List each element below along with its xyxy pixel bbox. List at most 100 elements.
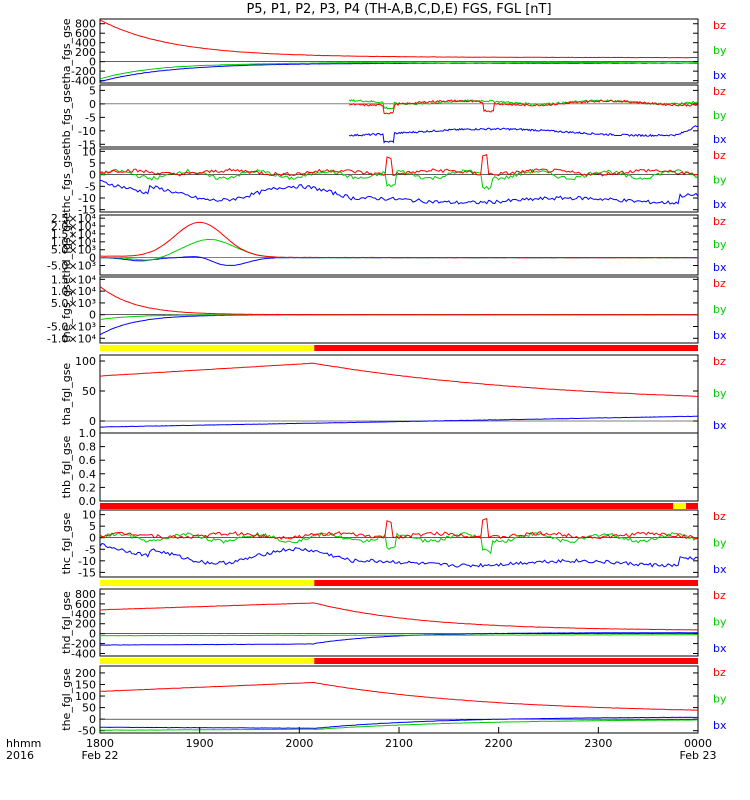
y-tick-label: 0: [89, 56, 96, 69]
series-line-bz: [99, 681, 698, 711]
y-tick-label: 0.4: [79, 468, 97, 481]
y-tick-label: 1.5×10⁴: [51, 228, 97, 241]
x-axis: 1800 1900 2000 2100 2200 2300 0000 Feb 22 Feb 23…: [6, 727, 716, 762]
y-tick-label: 0.0: [79, 495, 97, 508]
y-tick-label: -15: [78, 204, 96, 217]
flag-bar-red: [314, 580, 698, 586]
panel-frame: [99, 214, 699, 276]
series-line-bx: [99, 542, 699, 568]
y-tick-label: -10: [78, 555, 96, 568]
legend-bz: bz: [713, 215, 726, 228]
y-tick-label: -10: [78, 192, 96, 205]
x-tick-label: 0000: [684, 737, 712, 750]
y-tick-label: 400: [75, 608, 96, 621]
legend-by: by: [713, 109, 727, 122]
y-tick-label: 200: [75, 667, 96, 680]
series-line-bz: [99, 602, 699, 631]
flag-bar-red: [314, 658, 698, 664]
y-tick-label: 0.2: [79, 481, 97, 494]
y-tick-label: 0.8: [79, 441, 97, 454]
y-tick-label: 10: [82, 145, 96, 158]
y-tick-label: 200: [75, 618, 96, 631]
legend-bz: bz: [713, 277, 726, 290]
legend-bz: bz: [713, 666, 726, 679]
flag-bar-yellow: [673, 503, 687, 509]
chart-panel-thd_fgs_gse: -5.0×10³05.0×10³1.0×10⁴1.5×10⁴2.0×10⁴2.5…: [47, 212, 727, 278]
y-tick-label: 400: [75, 37, 96, 50]
legend-bx: bx: [713, 329, 727, 342]
legend-bx: bx: [713, 133, 727, 146]
y-tick-label: 1.5×10⁴: [51, 273, 97, 286]
y-axis-label: thd_fgs_gse: [60, 212, 73, 278]
x-date-start: Feb 22: [82, 749, 119, 762]
legend-by: by: [713, 387, 727, 400]
y-tick-label: -5: [85, 543, 96, 556]
flag-bar-yellow: [100, 658, 315, 664]
series-line-bx: [99, 415, 699, 428]
y-tick-label: -400: [71, 648, 96, 661]
y-tick-label: 0: [89, 713, 96, 726]
series-line-bx: [99, 314, 698, 336]
legend-bz: bz: [713, 355, 726, 368]
y-axis-label: thd_fgl_gse: [60, 591, 73, 654]
series-line-bx: [348, 125, 699, 144]
legend-by: by: [713, 303, 727, 316]
x-tick-label: 1800: [86, 737, 114, 750]
y-tick-label: 0: [89, 415, 96, 428]
series-line-by: [99, 61, 698, 80]
y-tick-label: 0: [89, 252, 96, 265]
y-tick-label: 800: [75, 18, 96, 31]
y-tick-label: -10: [78, 125, 96, 138]
y-tick-label: 5: [89, 520, 96, 533]
y-tick-label: -5.0×10³: [47, 321, 96, 334]
series-line-bz: [99, 154, 699, 177]
series-line-by: [99, 314, 699, 320]
legend-bz: bz: [713, 510, 726, 523]
legend-by: by: [713, 693, 727, 706]
legend-by: by: [713, 238, 727, 251]
series-line-by: [100, 634, 699, 637]
y-tick-label: 0: [89, 169, 96, 182]
y-tick-label: 2.5×10⁴: [51, 212, 97, 225]
y-tick-label: -1.0×10⁴: [47, 332, 97, 345]
legend-by: by: [713, 616, 727, 629]
legend-bx: bx: [713, 198, 727, 211]
y-tick-label: -15: [78, 566, 96, 579]
y-axis-label: the_fgs_gse: [60, 277, 73, 342]
y-tick-label: -5: [85, 180, 96, 193]
y-tick-label: 5: [89, 84, 96, 97]
y-tick-label: 600: [75, 27, 96, 40]
y-axis-label: thb_fgl_gse: [60, 435, 73, 498]
x-axis-label-hhmm: hhmm: [6, 737, 41, 750]
legend-by: by: [713, 537, 727, 550]
y-tick-label: 50: [82, 702, 96, 715]
page-title: P5, P1, P2, P3, P4 (TH-A,B,C,D,E) FGS, F…: [246, 2, 552, 17]
panel-frame: [99, 588, 699, 657]
legend-bz: bz: [713, 149, 726, 162]
flag-bar-red: [314, 345, 698, 351]
y-tick-label: 0: [89, 309, 96, 322]
legend-bx: bx: [713, 563, 727, 576]
y-tick-label: 0: [89, 628, 96, 641]
y-tick-label: 200: [75, 46, 96, 59]
y-tick-label: -15: [78, 138, 96, 151]
y-tick-label: -200: [71, 638, 96, 651]
y-tick-label: 0.6: [79, 454, 97, 467]
y-axis-label: thb_fgs_gse: [60, 83, 73, 149]
y-tick-label: 5.0×10³: [51, 244, 96, 257]
x-tick-label: 2100: [385, 737, 413, 750]
flag-bar-yellow: [100, 580, 315, 586]
y-tick-label: 0: [89, 532, 96, 545]
legend-bx: bx: [713, 261, 727, 274]
series-line-bz: [99, 362, 699, 397]
x-date-end: Feb 23: [680, 749, 717, 762]
flag-bar-red: [686, 503, 698, 509]
y-tick-label: 1.0×10⁴: [51, 285, 97, 298]
y-tick-label: -400: [71, 75, 96, 88]
